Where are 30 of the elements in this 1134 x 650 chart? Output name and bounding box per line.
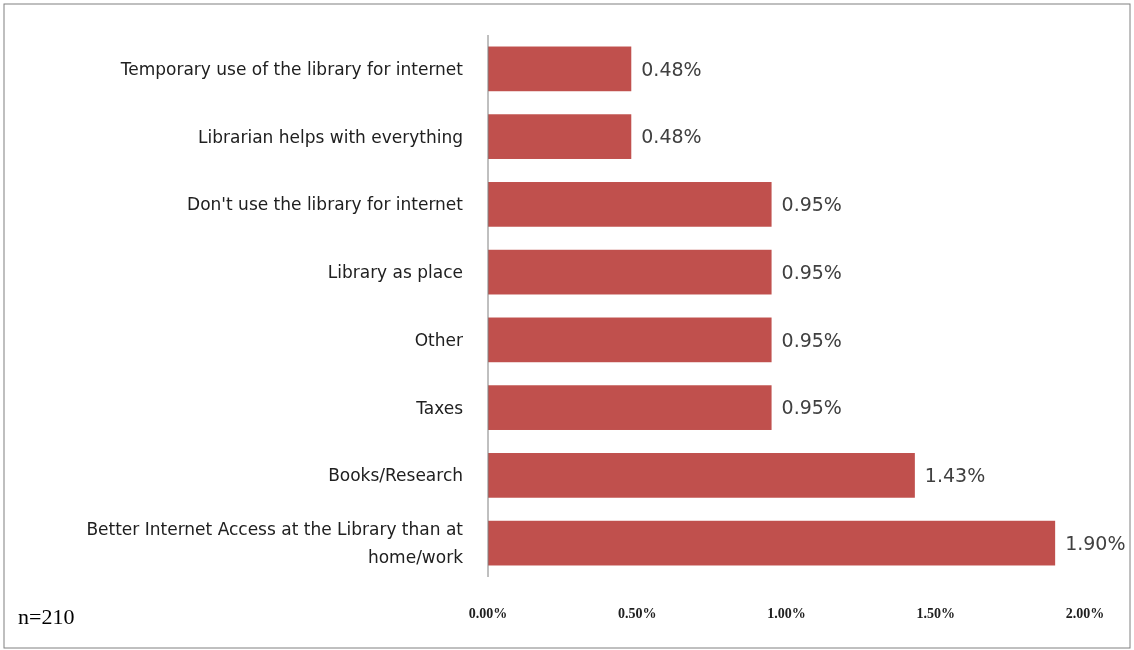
y-tick-label: Better Internet Access at the Library than at home/work	[86, 519, 464, 568]
y-tick-label: Books/Research	[328, 465, 463, 486]
data-label: 0.95%	[781, 328, 842, 351]
bar	[488, 249, 772, 295]
data-label: 0.95%	[781, 193, 842, 216]
data-label: 0.95%	[781, 396, 842, 419]
data-label: 1.90%	[1065, 531, 1126, 554]
x-tick-label: 2.00%	[1065, 606, 1105, 621]
x-tick-label: 0.00%	[468, 606, 508, 621]
text: n=210	[18, 604, 75, 629]
bar	[488, 520, 1056, 566]
y-tick-label: Don't use the library for internet	[187, 194, 464, 215]
x-tick-label: 1.50%	[916, 606, 955, 621]
y-tick-label: Library as place	[327, 262, 463, 283]
y-tick-label: Taxes	[415, 397, 464, 418]
data-label: 1.43%	[924, 464, 986, 487]
x-tick-label: 0.50%	[618, 606, 657, 621]
bar	[488, 453, 915, 498]
bar	[488, 46, 632, 92]
data-label: 0.48%	[641, 125, 702, 148]
x-tick-label: 1.00%	[767, 606, 806, 621]
data-label: 0.48%	[641, 57, 702, 80]
bar	[488, 317, 772, 363]
bar	[488, 182, 772, 227]
data-label: 0.95%	[781, 260, 842, 283]
bar	[488, 114, 632, 159]
y-tick-label: Other	[414, 329, 463, 350]
y-tick-label: Librarian helps with everything	[198, 126, 463, 147]
y-tick-label: Temporary use of the library for internet	[119, 58, 464, 79]
bar	[488, 385, 772, 430]
